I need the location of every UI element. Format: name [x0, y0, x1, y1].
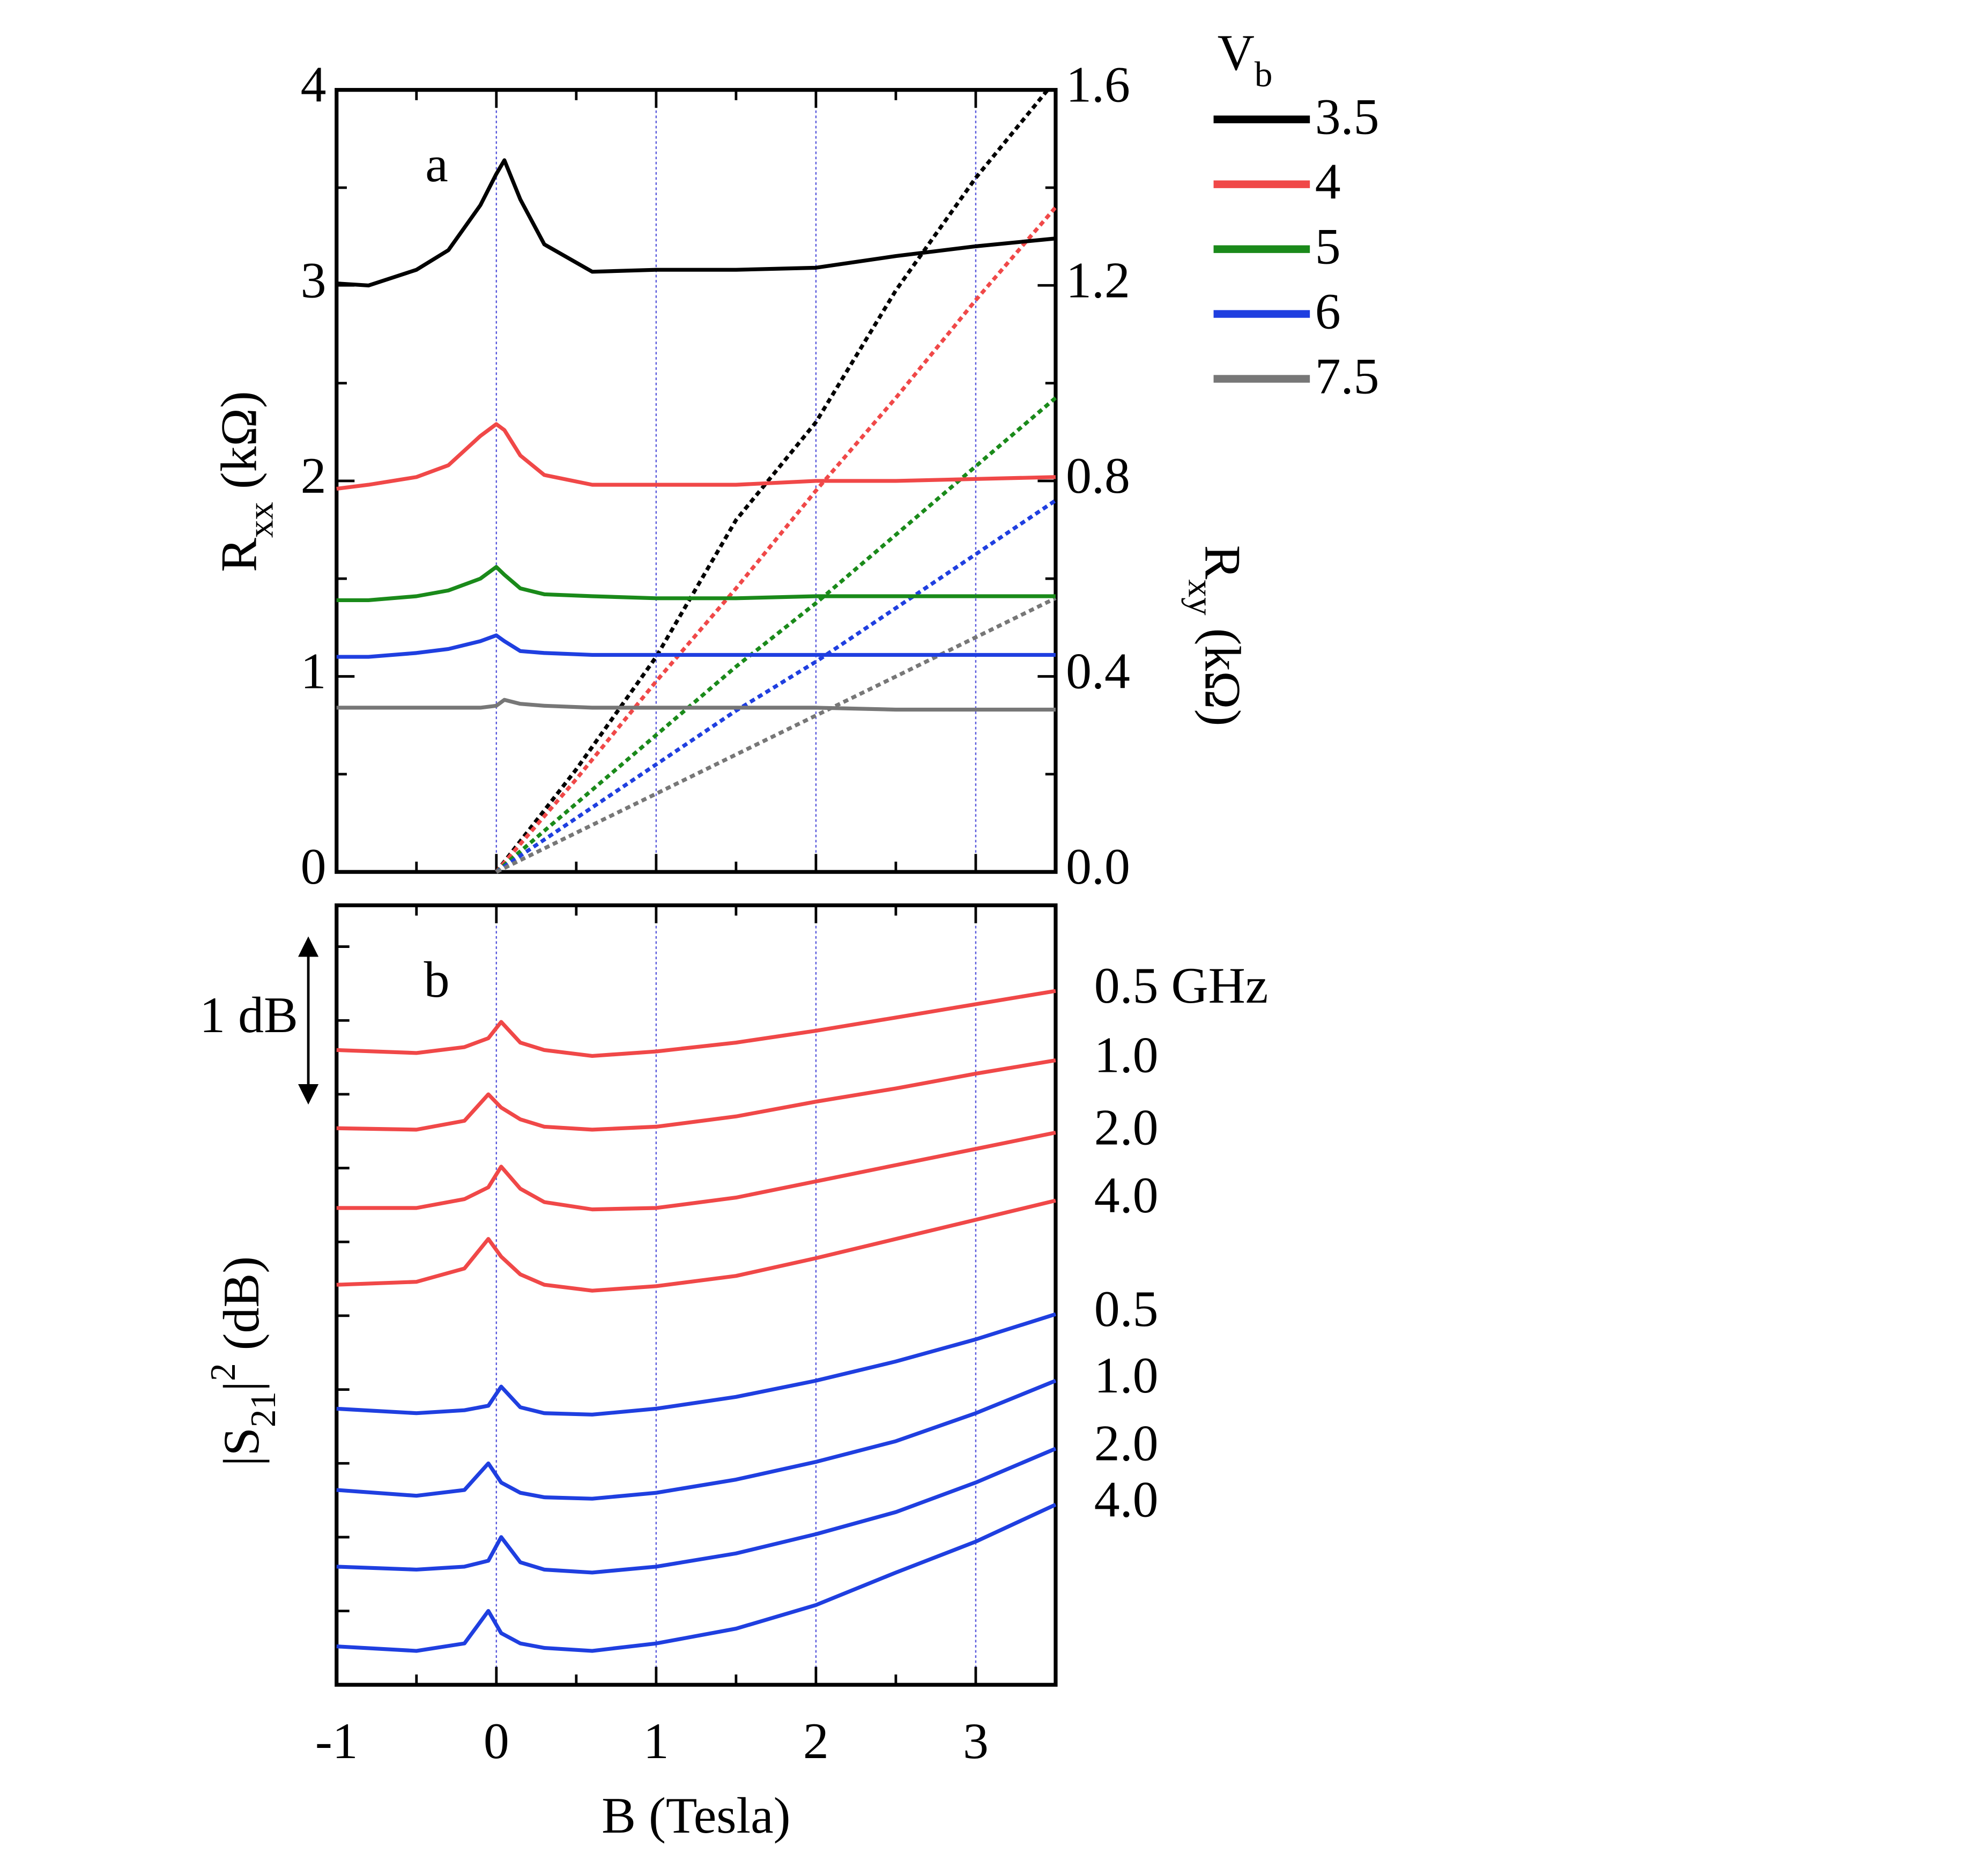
series-line [336, 1447, 1057, 1575]
series-label: 1.0 [1094, 1347, 1159, 1404]
series-label: 4.0 [1094, 1471, 1159, 1528]
axis-label: Rxx (kΩ) [210, 391, 280, 572]
hall-line [494, 206, 1057, 873]
series-line [336, 1198, 1056, 1293]
series-line [336, 633, 1056, 659]
x-tick-label: 1 [643, 1713, 669, 1769]
label-part: xy [1181, 580, 1221, 616]
x-tick-label: 3 [963, 1713, 989, 1769]
y2-tick-label: 1.2 [1066, 251, 1130, 308]
label-part: (dB) [213, 1256, 270, 1363]
series-line [336, 1312, 1057, 1417]
y-tick-label: 3 [301, 251, 327, 308]
label-part: V [1218, 24, 1255, 81]
x-tick-label: 2 [803, 1713, 829, 1769]
hall-line [494, 88, 1049, 873]
series-line [336, 1058, 1056, 1132]
y2-tick-label: 0.8 [1066, 447, 1130, 504]
y-tick-label: 0 [301, 838, 327, 895]
series-line [336, 989, 1056, 1058]
y2-tick-label: 0.4 [1066, 643, 1130, 700]
label-part: (kΩ) [210, 391, 267, 502]
series-line [336, 422, 1056, 491]
series-line [336, 1130, 1056, 1212]
series-label: 2.0 [1094, 1415, 1159, 1472]
series-line [336, 158, 1056, 288]
label-part: | [213, 1381, 270, 1391]
series-label: 1.0 [1094, 1027, 1159, 1084]
label-part: b [1255, 54, 1273, 94]
label-part: |S [213, 1427, 270, 1466]
scale-label: 1 dB [199, 987, 298, 1043]
series-line [336, 1378, 1057, 1501]
series-line [336, 698, 1056, 712]
legend-label: 4 [1315, 153, 1341, 210]
axis-label: Rxy (kΩ) [1181, 545, 1251, 727]
y2-tick-label: 0.0 [1066, 838, 1130, 895]
series-label: 2.0 [1094, 1099, 1159, 1155]
y-tick-label: 4 [301, 56, 327, 113]
axis-label: |S21|2 (dB) [203, 1256, 283, 1466]
panel-label: b [424, 951, 450, 1008]
x-tick-label: 0 [484, 1713, 509, 1769]
legend-label: 7.5 [1315, 347, 1379, 404]
legend-label: 3.5 [1315, 88, 1379, 145]
label-part: 21 [243, 1391, 283, 1427]
y-tick-label: 2 [301, 447, 327, 504]
series-line [336, 1502, 1057, 1653]
axis-label: Vb [1218, 24, 1273, 94]
hall-line [495, 596, 1057, 874]
series-label: 0.5 [1094, 1280, 1159, 1337]
legend-label: 6 [1315, 283, 1341, 339]
y-tick-label: 1 [301, 643, 327, 700]
label-part: (kΩ) [1195, 616, 1251, 727]
label-part: xx [240, 502, 280, 538]
series-label: 0.5 GHz [1094, 957, 1269, 1014]
x-tick-label: -1 [315, 1713, 358, 1769]
label-part: R [210, 538, 267, 572]
panel-label: a [425, 136, 448, 192]
label-part: R [1195, 545, 1251, 580]
legend-label: 5 [1315, 218, 1341, 275]
label-part: 2 [203, 1363, 243, 1381]
x-axis-label: B (Tesla) [602, 1787, 790, 1844]
plot-frame [335, 903, 1058, 1687]
series-line [336, 565, 1056, 603]
series-label: 4.0 [1094, 1167, 1159, 1224]
y2-tick-label: 1.6 [1066, 56, 1130, 113]
hall-line [495, 499, 1057, 874]
